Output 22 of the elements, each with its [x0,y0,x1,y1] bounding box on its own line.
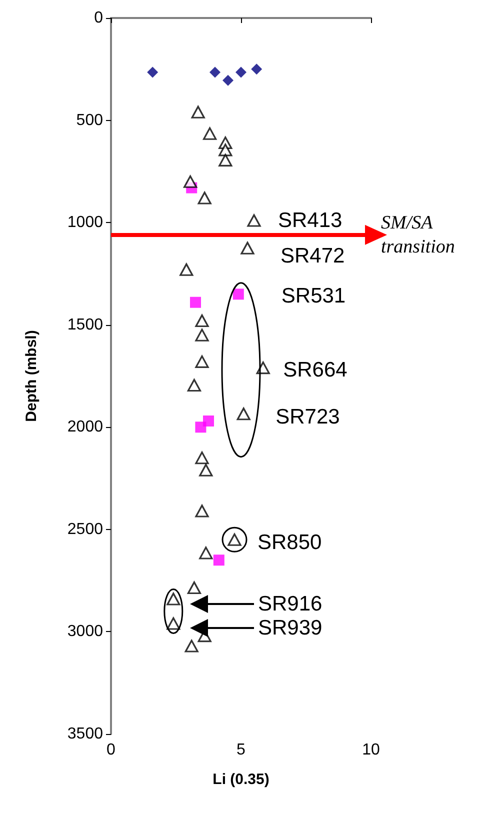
x-tick-label: 0 [106,742,116,758]
annotation: SR531 [281,284,346,308]
annotation: SR413 [278,209,342,232]
y-tick-label: 2000 [67,418,104,436]
y-tick-label: 1500 [67,316,104,334]
annotation: SR850 [258,531,322,554]
x-axis-title: Li (0.35) [212,771,270,788]
annotation: SR723 [276,405,340,428]
x-tick-label: 5 [236,742,246,758]
y-tick-label: 500 [76,112,104,129]
annotation: SR916 [258,592,322,616]
x-tick-label: 10 [362,742,380,758]
y-tick-label: 0 [94,10,104,26]
ref-line-label: SM/SA transition [381,212,455,258]
annotation: SR664 [283,358,348,382]
y-tick-label: 3500 [67,726,104,742]
y-axis-title: Depth (mbsl) [23,330,40,422]
annotation: SR939 [258,616,322,640]
y-tick-label: 2500 [67,520,104,538]
annotation: SR472 [280,244,345,268]
y-tick-label: 1000 [67,214,104,232]
y-tick-label: 3000 [67,623,104,640]
